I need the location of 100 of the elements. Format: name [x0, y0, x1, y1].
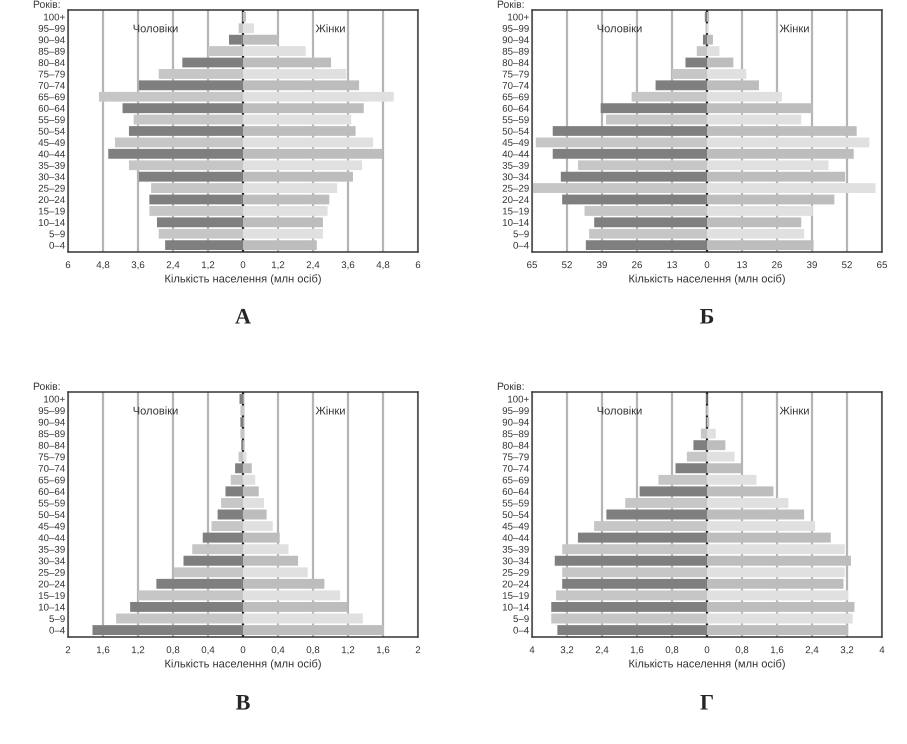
y-tick-label: 50–54: [38, 511, 65, 518]
x-tick-label: 1,2: [202, 261, 214, 270]
x-tick-label: 1,6: [376, 646, 390, 654]
y-tick-label: 65–69: [502, 476, 529, 484]
bar: [243, 160, 362, 170]
y-tick-label: 55–59: [38, 116, 65, 124]
bar: [536, 138, 707, 148]
bar: [182, 58, 243, 68]
y-tick-label: 25–29: [502, 184, 529, 192]
y-tick-label: 45–49: [502, 139, 529, 146]
bar: [116, 614, 243, 624]
bar: [240, 428, 243, 439]
bar: [707, 614, 853, 624]
bar: [532, 183, 707, 193]
bar: [240, 406, 243, 416]
y-tick-label: 50–54: [502, 511, 529, 518]
annotation: Чоловіки: [598, 406, 642, 415]
x-tick-label: 0: [240, 261, 246, 268]
y-tick-label: 50–54: [502, 128, 529, 135]
y-tick-label: 35–39: [38, 546, 65, 553]
y-tick-label: 95–99: [502, 25, 529, 32]
x-tick-label: 13: [667, 261, 677, 268]
bar: [243, 544, 288, 554]
x-tick-label: 1,2: [342, 646, 354, 654]
bar: [693, 440, 707, 450]
y-tick-label: 100+: [44, 396, 65, 403]
x-tick-label: 3,2: [840, 646, 854, 654]
y-tick-label: 40–44: [38, 534, 65, 542]
bar: [149, 194, 243, 204]
y-tick-label: 40–44: [38, 150, 65, 158]
y-tick-label: 35–39: [502, 162, 529, 169]
bar: [192, 544, 243, 554]
bar: [707, 228, 804, 239]
y-tick-label: 95–99: [502, 407, 529, 414]
bar: [589, 228, 707, 239]
bar: [230, 474, 243, 485]
bar: [625, 498, 707, 508]
y-tick-label: 25–29: [502, 569, 529, 576]
x-tick-label: 6: [66, 261, 70, 268]
text: Г: [700, 694, 713, 710]
y-tick-label: 70–74: [38, 82, 65, 89]
bar: [560, 172, 707, 182]
bar: [174, 567, 243, 578]
y-tick-label: 60–64: [38, 104, 65, 112]
x-tick-label: 1,2: [132, 646, 144, 654]
bar: [243, 183, 338, 193]
x-tick-label: 52: [842, 261, 852, 268]
y-tick-label: 50–54: [38, 128, 65, 135]
y-tick-label: 75–79: [502, 70, 529, 78]
y-tick-label: 70–74: [502, 82, 529, 89]
bar: [594, 521, 707, 532]
y-tick-label: 80–84: [502, 59, 529, 66]
bar: [243, 452, 246, 462]
y-tick-label: 0–4: [49, 242, 65, 249]
bar: [243, 69, 346, 79]
bar: [128, 126, 243, 136]
x-tick-label: 0: [704, 261, 710, 268]
x-axis-title: Кількість населення (млн осіб): [165, 274, 321, 285]
x-tick-label: 26: [772, 261, 782, 268]
bar: [702, 34, 707, 45]
y-tick-label: 10–14: [502, 604, 529, 611]
bar: [707, 474, 756, 485]
bar: [676, 463, 707, 474]
y-tick-label: 5–9: [49, 230, 65, 238]
x-axis-title: Кількість населення (млн осіб): [165, 659, 321, 670]
y-tick-label: 40–44: [502, 534, 529, 542]
bar: [551, 614, 707, 624]
y-tick-label: 70–74: [38, 465, 65, 472]
y-tick-label: 5–9: [513, 615, 529, 622]
y-tick-label: 20–24: [502, 196, 529, 204]
bar: [552, 148, 707, 159]
y-tick-label: 20–24: [502, 580, 529, 588]
bar: [218, 510, 243, 520]
y-tick-label: 5–9: [49, 615, 65, 622]
bar: [562, 544, 707, 554]
y-axis-title: Років:: [498, 0, 524, 8]
x-tick-label: 4,8: [376, 261, 390, 270]
bar: [122, 103, 243, 114]
y-tick-label: 100+: [44, 14, 65, 20]
y-tick-label: 15–19: [38, 208, 65, 215]
y-tick-label: 45–49: [38, 139, 65, 146]
x-tick-label: 0,8: [736, 646, 748, 654]
bar: [586, 240, 707, 250]
bar: [578, 160, 707, 170]
bar: [707, 183, 876, 193]
annotation: Чоловіки: [134, 24, 178, 32]
annotation: Жінки: [780, 406, 809, 414]
bar: [600, 103, 707, 114]
bar: [238, 452, 243, 462]
x-tick-label: 0,8: [306, 646, 320, 654]
y-tick-label: 95–99: [38, 25, 65, 32]
bar: [686, 452, 707, 462]
bar: [243, 474, 256, 485]
bar: [243, 206, 328, 216]
bar: [243, 92, 394, 102]
x-tick-label: 2: [66, 646, 70, 654]
text: В: [236, 694, 250, 710]
bar: [685, 58, 707, 68]
y-tick-label: 55–59: [502, 116, 529, 124]
y-tick-label: 80–84: [38, 59, 65, 66]
